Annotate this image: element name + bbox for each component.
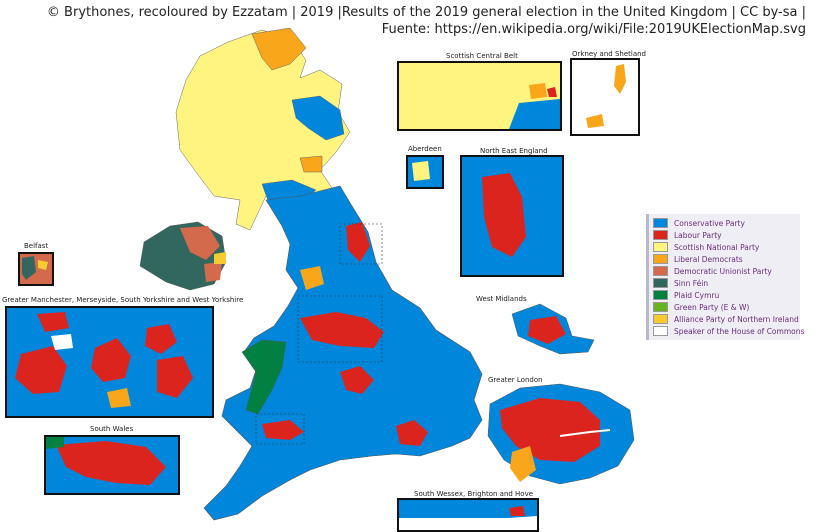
legend-swatch: [653, 326, 668, 336]
north-east-label: North East England: [480, 147, 548, 155]
central-belt-inset: [397, 61, 562, 131]
london-labour: [396, 420, 428, 446]
aberdeen-inset: [406, 155, 444, 189]
belfast-inset: [18, 252, 54, 286]
ni-dup: [180, 226, 220, 260]
attribution-line-1: © Brythones, recoloured by Ezzatam | 201…: [46, 5, 806, 20]
greater-london-label: Greater London: [488, 376, 543, 384]
attribution: © Brythones, recoloured by Ezzatam | 201…: [6, 4, 806, 38]
legend-item: Conservative Party: [653, 217, 796, 229]
highlands-libdem: [251, 27, 307, 71]
wales-plaid: [241, 339, 287, 415]
orkney-label: Orkney and Shetland: [572, 50, 646, 58]
central-belt-label: Scottish Central Belt: [446, 52, 518, 60]
south-wales-labour: [262, 420, 304, 440]
belfast-label: Belfast: [24, 242, 49, 250]
legend-item: Green Party (E & W): [653, 301, 796, 313]
legend-item: Scottish National Party: [653, 241, 796, 253]
south-wales-inset: [44, 435, 180, 495]
aberdeenshire-con: [291, 95, 345, 141]
north-east-map: [462, 157, 562, 275]
south-wales-map: [46, 437, 178, 493]
legend-swatch: [653, 290, 668, 300]
legend-swatch: [653, 254, 668, 264]
attribution-line-2: Fuente: https://en.wikipedia.org/wiki/Fi…: [381, 22, 806, 37]
ni-alliance: [214, 252, 226, 264]
legend: Conservative Party Labour Party Scottish…: [646, 214, 804, 340]
legend-swatch: [653, 314, 668, 324]
orkney-map: [586, 64, 626, 128]
aberdeen-label: Aberdeen: [408, 145, 442, 153]
legend-item: Alliance Party of Northern Ireland: [653, 313, 799, 325]
south-wales-label: South Wales: [90, 425, 134, 433]
orkney-inset: [570, 58, 640, 136]
legend-item: Plaid Cymru: [653, 289, 796, 301]
south-wessex-inset: [397, 498, 539, 532]
midlands-labour: [340, 366, 374, 394]
legend-swatch: [653, 278, 668, 288]
belfast-map: [20, 254, 52, 284]
locator-manchester: [297, 295, 383, 363]
central-belt-map: [399, 63, 560, 129]
legend-swatch: [653, 242, 668, 252]
legend-swatch: [653, 230, 668, 240]
legend-swatch: [653, 218, 668, 228]
north-east-labour: [346, 222, 370, 262]
legend-item: Speaker of the House of Commons: [653, 325, 804, 337]
aberdeen-map: [408, 157, 442, 187]
manchester-map: [7, 308, 212, 416]
south-wessex-label: South Wessex, Brighton and Hove: [414, 490, 534, 498]
legend-swatch: [653, 266, 668, 276]
manchester-inset: [5, 306, 214, 418]
locator-south-wales: [255, 413, 305, 445]
lancashire-labour: [300, 312, 384, 348]
manchester-label: Greater Manchester, Merseyside, South Yo…: [2, 296, 244, 304]
cumbria-libdem: [300, 266, 324, 290]
locator-north-east: [339, 223, 383, 265]
west-midlands-label: West Midlands: [476, 295, 527, 303]
legend-item: Sinn Féin: [653, 277, 796, 289]
legend-item: Labour Party: [653, 229, 796, 241]
fife-ld: [299, 155, 323, 173]
ni-dup-2: [204, 262, 222, 282]
north-east-inset: [460, 155, 564, 277]
south-wessex-map: [399, 500, 537, 530]
legend-swatch: [653, 302, 668, 312]
legend-item: Democratic Unionist Party: [653, 265, 796, 277]
legend-item: Liberal Democrats: [653, 253, 796, 265]
